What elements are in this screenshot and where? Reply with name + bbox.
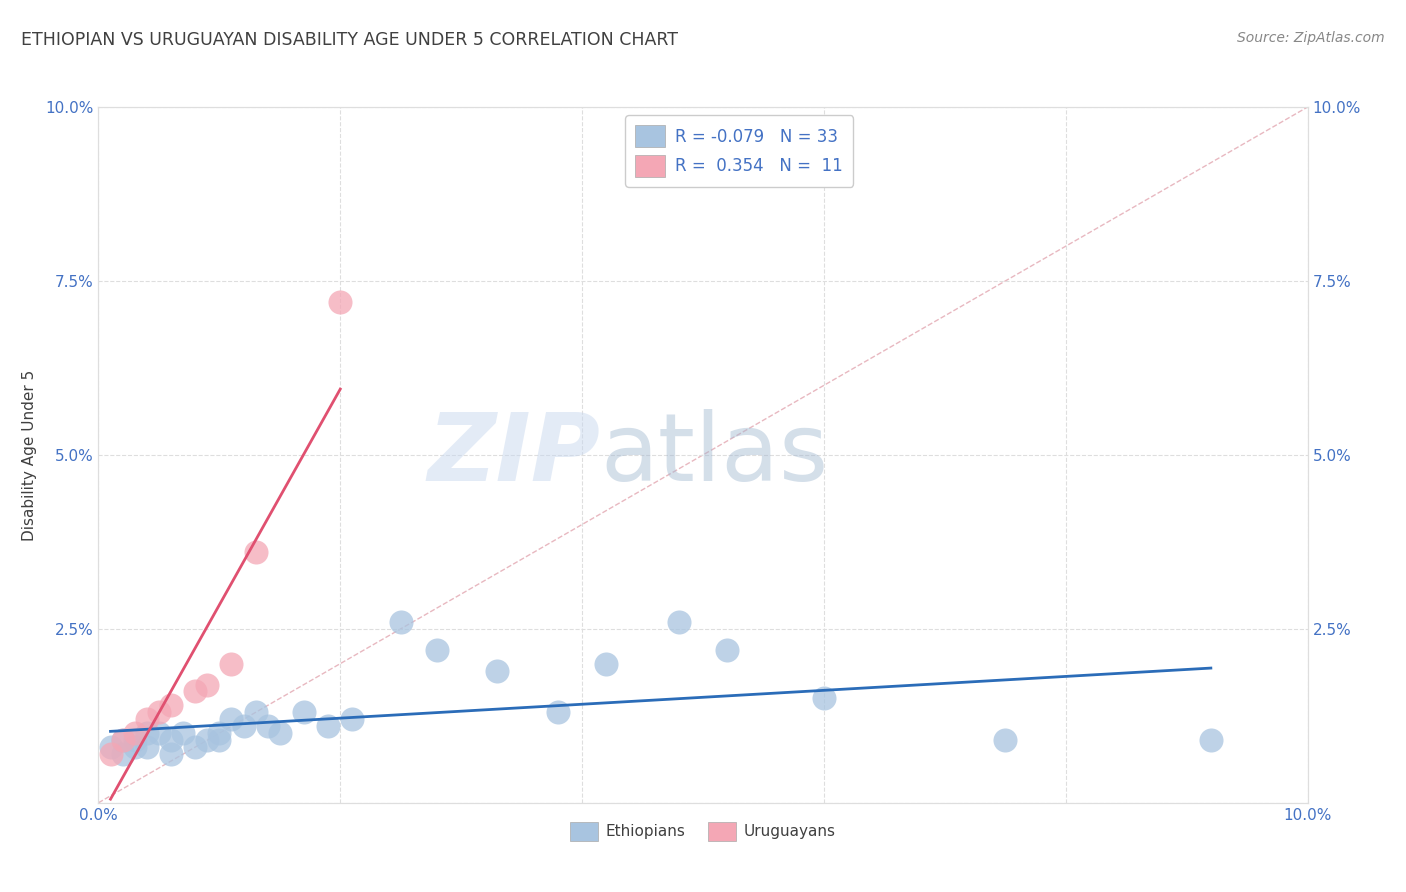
Legend: Ethiopians, Uruguayans: Ethiopians, Uruguayans bbox=[564, 815, 842, 847]
Point bbox=[135, 712, 157, 726]
Point bbox=[245, 706, 267, 720]
Text: ETHIOPIAN VS URUGUAYAN DISABILITY AGE UNDER 5 CORRELATION CHART: ETHIOPIAN VS URUGUAYAN DISABILITY AGE UN… bbox=[21, 31, 678, 49]
Point bbox=[269, 726, 291, 740]
Point bbox=[100, 740, 122, 755]
Point bbox=[329, 294, 352, 309]
Y-axis label: Disability Age Under 5: Disability Age Under 5 bbox=[22, 369, 37, 541]
Point bbox=[221, 712, 243, 726]
Point bbox=[342, 712, 364, 726]
Point bbox=[160, 747, 183, 761]
Point bbox=[813, 691, 835, 706]
Point bbox=[547, 706, 569, 720]
Point bbox=[111, 747, 134, 761]
Point bbox=[195, 733, 218, 747]
Point bbox=[595, 657, 617, 671]
Point bbox=[389, 615, 412, 629]
Point bbox=[316, 719, 339, 733]
Point bbox=[1199, 733, 1222, 747]
Point bbox=[195, 677, 218, 691]
Point bbox=[486, 664, 509, 678]
Point bbox=[172, 726, 194, 740]
Point bbox=[160, 698, 183, 713]
Point bbox=[100, 747, 122, 761]
Point bbox=[184, 684, 207, 698]
Point bbox=[135, 740, 157, 755]
Point bbox=[245, 545, 267, 559]
Text: Source: ZipAtlas.com: Source: ZipAtlas.com bbox=[1237, 31, 1385, 45]
Point bbox=[148, 706, 170, 720]
Point bbox=[148, 726, 170, 740]
Point bbox=[184, 740, 207, 755]
Point bbox=[256, 719, 278, 733]
Point bbox=[426, 642, 449, 657]
Point bbox=[994, 733, 1017, 747]
Point bbox=[111, 733, 134, 747]
Point bbox=[160, 733, 183, 747]
Point bbox=[668, 615, 690, 629]
Point bbox=[124, 726, 146, 740]
Point bbox=[221, 657, 243, 671]
Point bbox=[292, 706, 315, 720]
Text: atlas: atlas bbox=[600, 409, 828, 501]
Text: ZIP: ZIP bbox=[427, 409, 600, 501]
Point bbox=[135, 726, 157, 740]
Point bbox=[716, 642, 738, 657]
Point bbox=[208, 726, 231, 740]
Point bbox=[232, 719, 254, 733]
Point bbox=[124, 733, 146, 747]
Point bbox=[208, 733, 231, 747]
Point bbox=[124, 740, 146, 755]
Point bbox=[111, 733, 134, 747]
